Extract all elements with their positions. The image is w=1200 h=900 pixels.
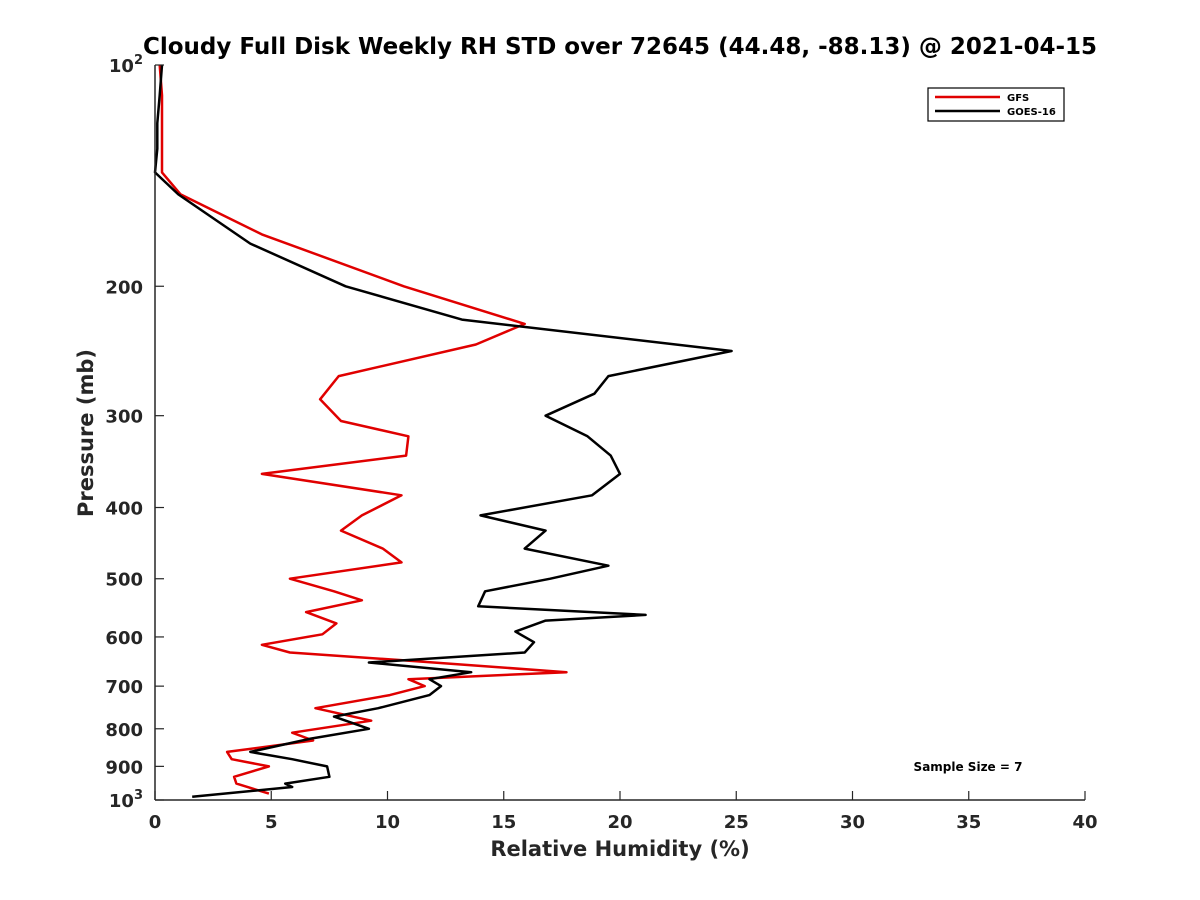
sample-size-annotation: Sample Size = 7 [914,760,1023,774]
y-tick-label: 102 [109,53,143,77]
y-tick-label: 400 [105,499,143,520]
y-tick-label: 800 [105,720,143,741]
y-tick-label: 600 [105,628,143,649]
legend: GFS GOES-16 [927,87,1065,122]
series-line-goes16 [153,64,733,799]
y-tick-label: 103 [109,788,143,812]
y-tick-label: 200 [105,277,143,298]
series-line-gfs [158,64,568,795]
chart-title: Cloudy Full Disk Weekly RH STD over 7264… [143,34,1097,60]
x-tick-label: 15 [491,812,516,833]
x-tick-label: 35 [956,812,981,833]
y-tick-label: 300 [105,407,143,428]
x-tick-label: 10 [375,812,400,833]
series-layer [153,64,733,799]
x-tick-label: 25 [724,812,749,833]
y-tick-label: 500 [105,570,143,591]
y-tick-label: 900 [105,757,143,778]
x-tick-label: 40 [1072,812,1097,833]
x-tick-label: 20 [607,812,632,833]
x-tick-label: 5 [265,812,278,833]
y-ticks: 102 200 300 400 500 600 700 800 900 103 [105,53,164,812]
legend-label-goes16: GOES-16 [1007,107,1056,118]
plot-area: 0 5 10 15 20 25 30 35 40 102 200 300 400 500 600 700 80… [105,53,1097,833]
legend-label-gfs: GFS [1007,93,1029,104]
y-axis-label: Pressure (mb) [74,349,98,517]
x-tick-label: 0 [149,812,162,833]
x-ticks: 0 5 10 15 20 25 30 35 40 [149,791,1098,833]
x-tick-label: 30 [840,812,865,833]
y-tick-label: 700 [105,677,143,698]
legend-box [927,87,1065,122]
x-axis-label: Relative Humidity (%) [490,837,749,861]
